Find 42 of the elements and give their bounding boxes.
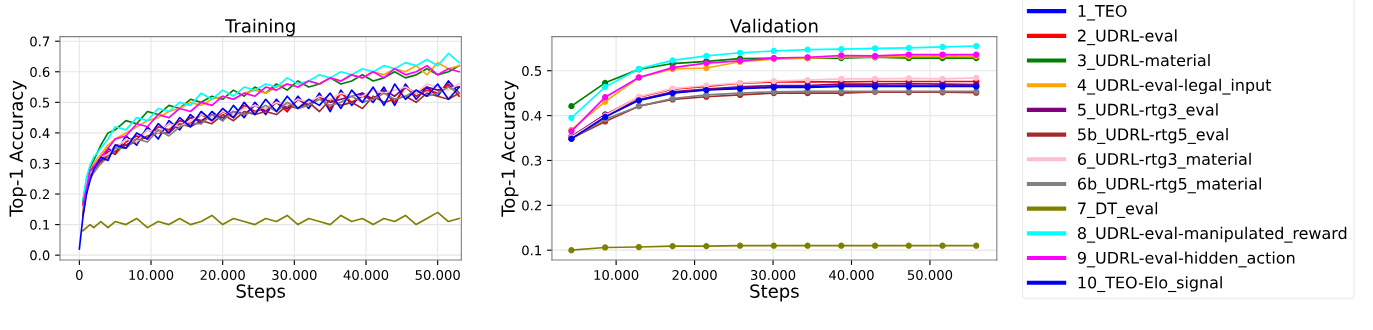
x-tick-label: 20.000 xyxy=(672,270,717,280)
y-tick-label: 0.4 xyxy=(30,128,50,139)
chart-title: Validation xyxy=(729,18,818,33)
legend-label: 6b_UDRL-rtg5_material xyxy=(1078,177,1261,194)
legend-label: 7_DT_eval xyxy=(1078,202,1158,218)
legend-label: 4_UDRL-eval-legal_input xyxy=(1077,78,1272,95)
y-tick-label: 0.0 xyxy=(30,250,50,261)
y-tick-label: 0.5 xyxy=(522,65,542,76)
x-tick-label: 0 xyxy=(76,270,83,280)
x-tick-label: 30.000 xyxy=(272,270,317,280)
chart-title: Training xyxy=(224,18,295,37)
legend-label: 3_UDRL-material xyxy=(1078,53,1210,70)
x-tick-label: 10.000 xyxy=(594,270,639,280)
x-tick-label: 30.000 xyxy=(750,270,796,280)
legend-label: 6_UDRL-rtg3_material xyxy=(1078,152,1251,169)
x-tick-label: 50.000 xyxy=(907,270,953,280)
x-tick-label: 10.000 xyxy=(129,270,174,280)
x-axis-title: Steps xyxy=(750,284,799,302)
y-tick-label: 0.6 xyxy=(30,67,50,77)
x-axis-title: Steps xyxy=(236,284,286,302)
x-tick-label: 50.000 xyxy=(415,270,460,280)
legend-label: 1_TEO xyxy=(1078,4,1127,21)
y-tick-label: 0.3 xyxy=(30,158,50,169)
y-tick-label: 0.1 xyxy=(30,219,50,230)
y-tick-label: 0.7 xyxy=(30,36,50,47)
y-tick-label: 0.3 xyxy=(522,155,542,166)
legend-label: 10_TEO-Elo_signal xyxy=(1078,276,1222,293)
legend-label: 2_UDRL-eval xyxy=(1078,29,1177,46)
y-tick-label: 0.1 xyxy=(522,245,542,256)
legend-label: 8_UDRL-eval-manipulated_reward xyxy=(1077,226,1347,243)
legend-label: 9_UDRL-eval-hidden_action xyxy=(1077,251,1295,268)
x-tick-label: 40.000 xyxy=(343,270,389,280)
legend-label: 5_UDRL-rtg3_eval xyxy=(1078,103,1218,120)
legend-label: 5b_UDRL-rtg5_eval xyxy=(1078,128,1228,144)
y-tick-label: 0.4 xyxy=(522,110,542,121)
x-tick-label: 20.000 xyxy=(200,270,245,280)
y-axis-title: Top-1 Accuracy xyxy=(9,80,27,217)
y-tick-label: 0.5 xyxy=(30,97,50,108)
x-tick-label: 40.000 xyxy=(829,270,874,280)
y-axis-title: Top-1 Accuracy xyxy=(501,80,519,217)
y-tick-label: 0.2 xyxy=(30,189,49,200)
y-tick-label: 0.2 xyxy=(522,200,541,211)
